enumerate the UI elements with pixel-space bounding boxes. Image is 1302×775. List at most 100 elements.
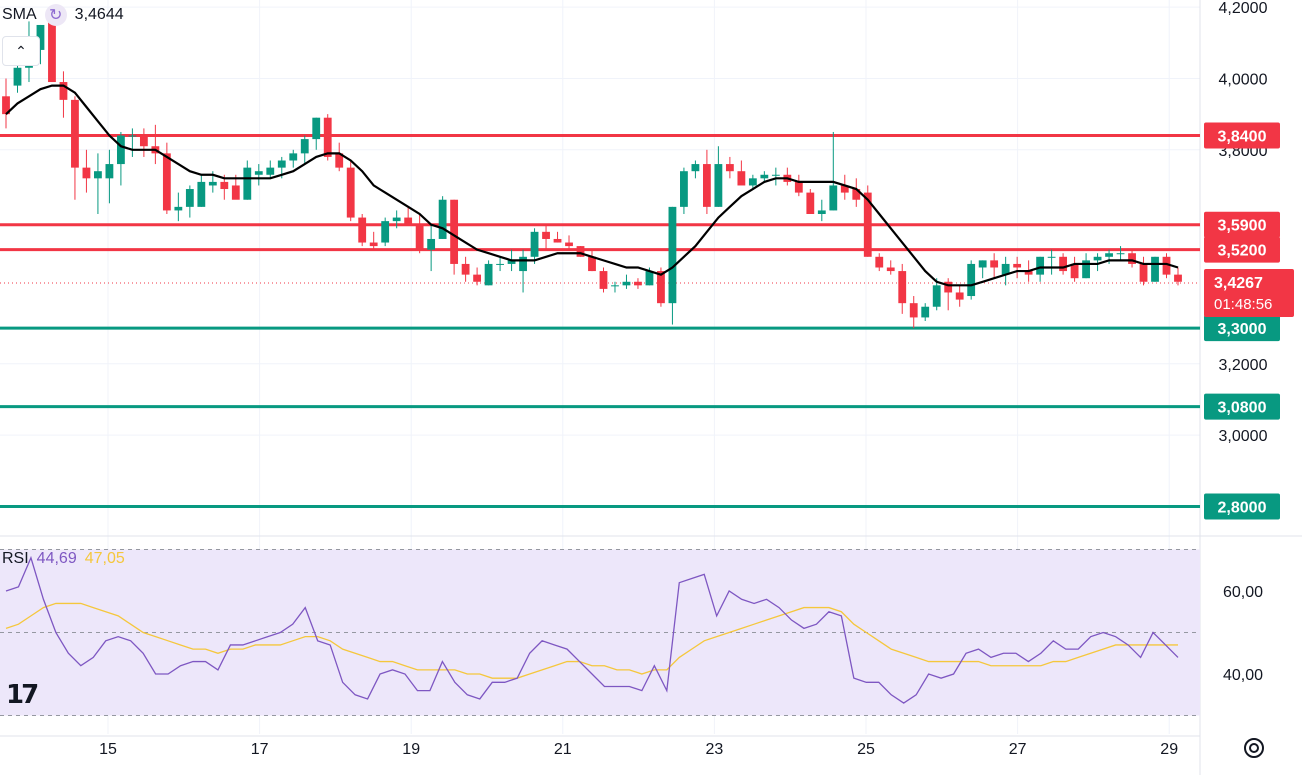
candle-body[interactable] [404, 217, 413, 225]
candle-body[interactable] [990, 260, 999, 268]
candle-body[interactable] [944, 281, 953, 293]
candle-body[interactable] [794, 181, 803, 193]
candle-body[interactable] [760, 174, 769, 179]
candle-body[interactable] [231, 185, 240, 200]
candle-body[interactable] [1128, 253, 1136, 264]
candle-body[interactable] [817, 210, 826, 214]
candle-body[interactable] [967, 263, 976, 297]
candle-body[interactable] [645, 271, 654, 286]
candle-body[interactable] [507, 260, 516, 264]
candle-body[interactable] [588, 256, 596, 272]
candle-body[interactable] [174, 206, 183, 211]
candle-body[interactable] [300, 139, 309, 154]
level-price-tag[interactable] [1204, 236, 1280, 263]
candle-body[interactable] [220, 181, 229, 190]
candle-body[interactable] [668, 206, 677, 304]
candle-body[interactable] [105, 164, 114, 179]
candle-body[interactable] [243, 167, 252, 200]
candle-body[interactable] [82, 167, 91, 179]
candle-body[interactable] [553, 238, 562, 243]
candle-body[interactable] [185, 189, 194, 207]
refresh-icon[interactable]: ↻ [44, 4, 67, 26]
candle-body[interactable] [898, 271, 907, 304]
candle-body[interactable] [737, 171, 746, 186]
level-price-tag[interactable] [1204, 211, 1280, 238]
candle-body[interactable] [94, 171, 102, 179]
candle-body[interactable] [829, 185, 838, 211]
candle-body[interactable] [1174, 274, 1182, 282]
candle-body[interactable] [312, 117, 321, 140]
candle-body[interactable] [1082, 260, 1090, 279]
candle-body[interactable] [427, 238, 436, 250]
candle-body[interactable] [691, 164, 700, 172]
candle-body[interactable] [1070, 263, 1079, 279]
level-price-tag[interactable] [1204, 393, 1280, 420]
current-price-tag[interactable] [1204, 268, 1294, 317]
candle-body[interactable] [1162, 256, 1171, 275]
candle-body[interactable] [36, 24, 45, 50]
candle-body[interactable] [71, 99, 79, 168]
candle-body[interactable] [909, 303, 918, 318]
candle-body[interactable] [978, 260, 987, 268]
candle-body[interactable] [484, 263, 493, 286]
candle-body[interactable] [139, 135, 148, 147]
candle-body[interactable] [748, 178, 757, 186]
candle-body[interactable] [128, 135, 137, 137]
candle-body[interactable] [886, 267, 895, 272]
candle-body[interactable] [921, 306, 930, 318]
candle-body[interactable] [840, 185, 849, 193]
candle-body[interactable] [932, 285, 941, 307]
candle-body[interactable] [48, 21, 56, 83]
candle-body[interactable] [13, 67, 22, 86]
level-price-tag[interactable] [1204, 315, 1280, 342]
candle-body[interactable] [473, 274, 482, 282]
candle-body[interactable] [1001, 263, 1010, 275]
candle-body[interactable] [863, 192, 872, 257]
candle-body[interactable] [542, 231, 550, 239]
candle-body[interactable] [519, 256, 527, 272]
candle-body[interactable] [1139, 263, 1148, 282]
candle-body[interactable] [208, 181, 217, 186]
candle-body[interactable] [806, 192, 815, 214]
candle-body[interactable] [599, 271, 608, 289]
candle-body[interactable] [1151, 256, 1159, 282]
candle-body[interactable] [875, 256, 884, 268]
candle-body[interactable] [254, 171, 263, 175]
candle-body[interactable] [346, 167, 355, 218]
candle-body[interactable] [852, 189, 861, 200]
candle-body[interactable] [323, 117, 332, 157]
candle-body[interactable] [622, 281, 631, 286]
candle-body[interactable] [289, 153, 298, 161]
candle-body[interactable] [450, 199, 459, 264]
collapse-legend-button[interactable]: ⌃ [2, 36, 40, 66]
candle-body[interactable] [725, 164, 734, 172]
candle-body[interactable] [611, 285, 619, 287]
candle-body[interactable] [381, 221, 390, 243]
candle-body[interactable] [266, 167, 275, 175]
candle-body[interactable] [496, 263, 504, 265]
candle-body[interactable] [634, 281, 642, 286]
candle-body[interactable] [1059, 256, 1068, 272]
candle-body[interactable] [1105, 253, 1113, 257]
tradingview-logo-icon[interactable]: 17 [6, 680, 39, 710]
candle-body[interactable] [1116, 253, 1125, 255]
candle-body[interactable] [461, 263, 470, 275]
candle-body[interactable] [1013, 263, 1022, 268]
candle-body[interactable] [955, 292, 964, 300]
candle-body[interactable] [162, 153, 171, 211]
candle-body[interactable] [116, 135, 125, 165]
candle-body[interactable] [59, 82, 68, 100]
candle-body[interactable] [392, 217, 401, 222]
candle-body[interactable] [714, 164, 723, 207]
candle-body[interactable] [358, 217, 367, 243]
candle-body[interactable] [530, 231, 539, 257]
level-price-tag[interactable] [1204, 493, 1280, 520]
candle-body[interactable] [1036, 256, 1045, 275]
candle-body[interactable] [335, 153, 344, 168]
candle-body[interactable] [1024, 271, 1033, 275]
candle-body[interactable] [680, 171, 688, 207]
candle-body[interactable] [1047, 256, 1056, 258]
candle-body[interactable] [415, 224, 424, 250]
candle-body[interactable] [2, 96, 10, 115]
